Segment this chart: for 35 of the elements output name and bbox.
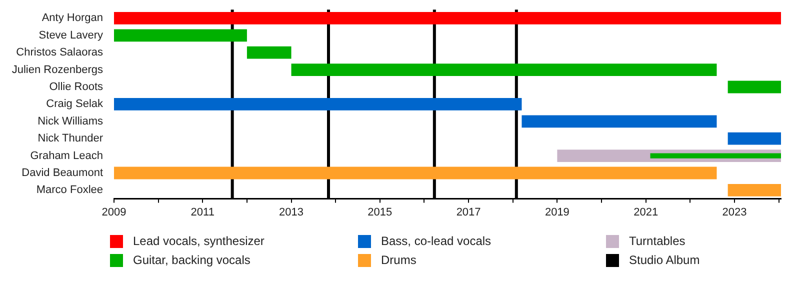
- y-tick-label: Anty Horgan: [42, 12, 103, 24]
- bar: [114, 98, 522, 110]
- bar: [246, 46, 292, 59]
- y-tick-label: Marco Foxlee: [36, 184, 103, 196]
- bar: [291, 64, 717, 76]
- bar: [728, 184, 781, 196]
- y-tick-label: Steve Lavery: [38, 29, 104, 42]
- bar: [728, 132, 781, 145]
- y-tick-label: Ollie Roots: [49, 81, 104, 94]
- y-tick-label: Nick Thunder: [38, 132, 104, 145]
- x-tick-label: 2011: [190, 206, 214, 218]
- bar: [728, 80, 781, 94]
- legend-label: Studio Album: [629, 253, 700, 267]
- y-tick-label: Julien Rozenbergs: [12, 64, 104, 76]
- bar: [522, 115, 717, 128]
- bar: [114, 166, 717, 180]
- x-tick-label: 2023: [722, 206, 747, 218]
- y-tick-label: Nick Williams: [38, 115, 104, 128]
- y-tick-label: Christos Salaoras: [16, 46, 104, 59]
- x-tick-label: 2019: [544, 206, 570, 218]
- legend-label: Guitar, backing vocals: [133, 253, 250, 267]
- bar: [114, 29, 247, 42]
- legend-label: Bass, co-lead vocals: [381, 234, 492, 248]
- legend-label: Drums: [381, 253, 416, 267]
- y-tick-label: Graham Leach: [30, 150, 103, 162]
- x-tick-label: 2021: [634, 206, 658, 218]
- x-tick-label: 2017: [456, 206, 481, 218]
- legend-label: Turntables: [629, 234, 686, 248]
- legend-label: Lead vocals, synthesizer: [133, 234, 264, 248]
- bar: [114, 12, 781, 24]
- x-tick-label: 2009: [102, 206, 126, 218]
- y-tick-label: David Beaumont: [22, 167, 103, 180]
- x-tick-label: 2015: [368, 206, 392, 218]
- x-tick-label: 2013: [279, 206, 304, 218]
- y-tick-label: Craig Selak: [46, 98, 104, 110]
